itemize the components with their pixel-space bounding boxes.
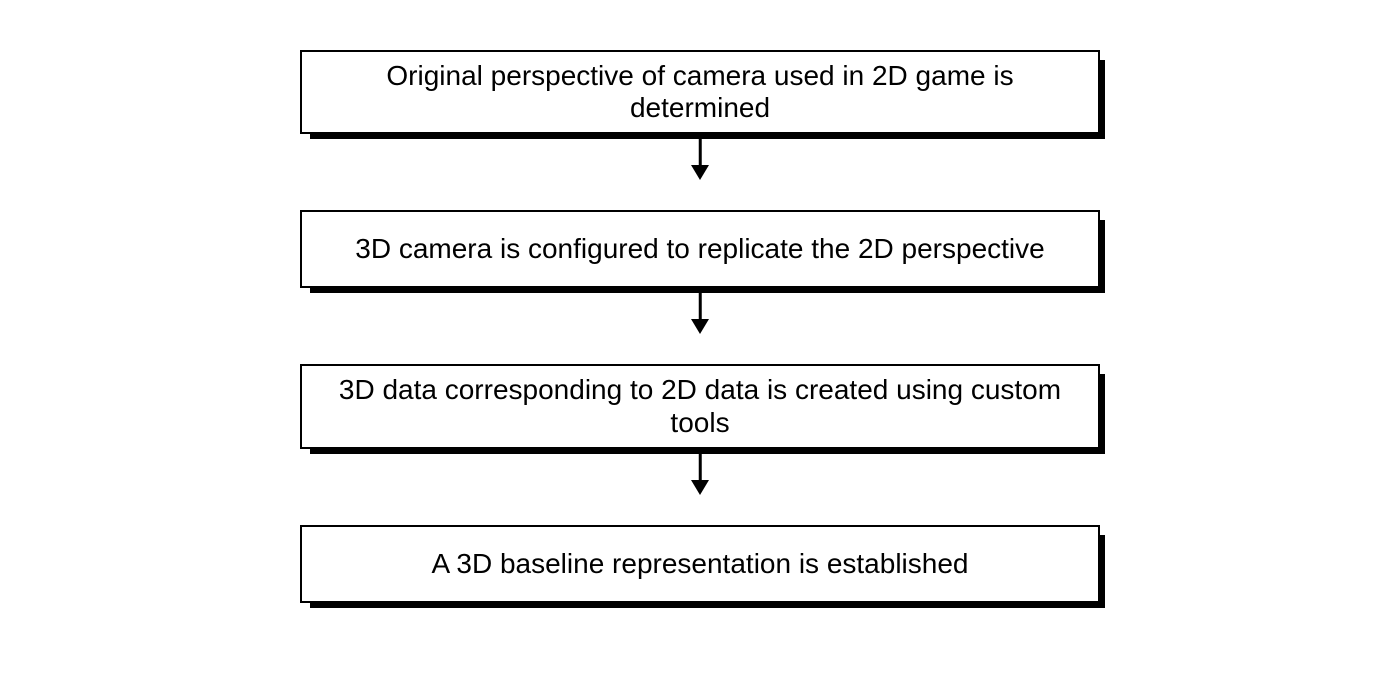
flow-arrow <box>300 288 1100 334</box>
flow-box: 3D data corresponding to 2D data is crea… <box>300 364 1100 448</box>
arrow-line <box>699 293 702 321</box>
flow-step-158: 158 A 3D baseline representation is esta… <box>300 525 1100 603</box>
arrow-head-icon <box>691 165 709 180</box>
flow-box-text: 3D data corresponding to 2D data is crea… <box>322 374 1078 438</box>
flowchart: 152 Original perspective of camera used … <box>300 20 1100 603</box>
flow-box-text: 3D camera is configured to replicate the… <box>355 233 1044 265</box>
flow-arrow <box>300 134 1100 180</box>
arrow-line <box>699 139 702 167</box>
arrow-line <box>699 454 702 482</box>
flow-step-154: 154 3D camera is configured to replicate… <box>300 210 1100 288</box>
flow-box: A 3D baseline representation is establis… <box>300 525 1100 603</box>
flow-box-text: A 3D baseline representation is establis… <box>431 548 968 580</box>
flow-step-152: 152 Original perspective of camera used … <box>300 50 1100 134</box>
flow-box-wrap: 3D camera is configured to replicate the… <box>300 210 1100 288</box>
flow-box-text: Original perspective of camera used in 2… <box>322 60 1078 124</box>
flow-box: Original perspective of camera used in 2… <box>300 50 1100 134</box>
arrow-head-icon <box>691 480 709 495</box>
flow-arrow <box>300 449 1100 495</box>
flow-box-wrap: 3D data corresponding to 2D data is crea… <box>300 364 1100 448</box>
flow-box: 3D camera is configured to replicate the… <box>300 210 1100 288</box>
flow-box-wrap: A 3D baseline representation is establis… <box>300 525 1100 603</box>
arrow-head-icon <box>691 319 709 334</box>
flow-box-wrap: Original perspective of camera used in 2… <box>300 50 1100 134</box>
flow-step-156: 156 3D data corresponding to 2D data is … <box>300 364 1100 448</box>
